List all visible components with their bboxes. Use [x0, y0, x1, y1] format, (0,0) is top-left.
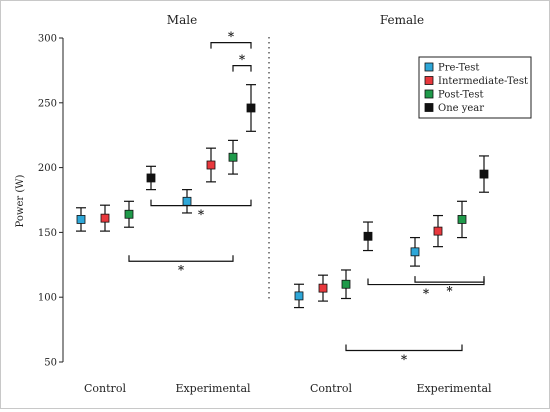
significance-star: * [198, 208, 205, 222]
y-tick-label: 50 [44, 358, 57, 369]
panel-title-male: Male [167, 13, 197, 27]
y-axis-label: Power (W) [15, 174, 26, 227]
data-point [146, 173, 156, 183]
significance-star: * [239, 53, 246, 67]
data-point [318, 283, 328, 293]
data-point [410, 247, 420, 257]
significance-bracket [345, 344, 463, 352]
legend-swatch [424, 76, 434, 85]
data-point [76, 215, 86, 224]
data-point [479, 169, 489, 179]
legend-label: Pre-Test [438, 63, 479, 74]
significance-bracket [210, 42, 252, 49]
legend-label: One year [438, 103, 484, 114]
significance-bracket [232, 65, 252, 72]
data-point [228, 152, 238, 162]
significance-star: * [228, 30, 235, 44]
data-point [100, 213, 110, 223]
significance-star: * [401, 352, 408, 366]
data-point [246, 103, 256, 113]
y-tick-label: 150 [38, 228, 57, 239]
group-label: Experimental [175, 382, 251, 395]
panel-title-female: Female [380, 13, 424, 27]
significance-bracket [150, 199, 252, 207]
data-point [182, 196, 192, 206]
data-point [341, 279, 351, 289]
data-point [294, 291, 304, 301]
data-point [363, 231, 373, 241]
legend-swatch [424, 103, 434, 112]
group-label: Experimental [416, 382, 492, 395]
data-point [124, 209, 134, 219]
group-label: Control [310, 382, 352, 395]
legend-label: Intermediate-Test [438, 76, 528, 87]
significance-bracket [128, 255, 234, 262]
legend-swatch [424, 89, 434, 99]
data-point [457, 215, 467, 224]
significance-star: * [423, 287, 430, 301]
y-tick-label: 200 [38, 163, 57, 174]
y-tick-label: 250 [38, 98, 57, 109]
significance-bracket [414, 276, 485, 283]
y-tick-label: 100 [38, 293, 57, 304]
legend-swatch [424, 62, 434, 72]
significance-star: * [446, 284, 453, 298]
significance-bracket [367, 278, 485, 286]
data-point [206, 160, 216, 170]
group-label: Control [84, 382, 126, 395]
legend-label: Post-Test [438, 90, 483, 101]
significance-star: * [178, 263, 185, 277]
legend: Pre-Test Intermediate-Test Post-Test One ye… [418, 56, 532, 119]
data-point [433, 226, 443, 236]
legend-box [418, 56, 532, 119]
y-tick-label: 300 [38, 34, 57, 45]
chart-marks: 50 100 150 200 250 300 Control Experimental * * * *… [38, 30, 492, 395]
